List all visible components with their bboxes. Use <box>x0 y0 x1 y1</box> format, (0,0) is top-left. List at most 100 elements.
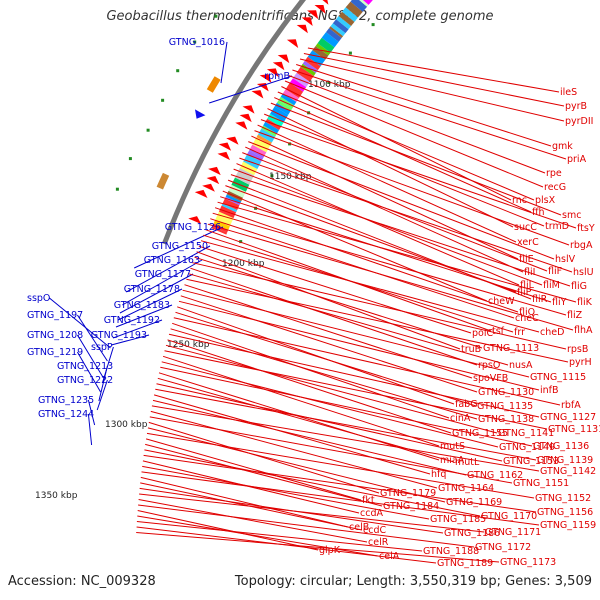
forward-gene-arrow <box>226 136 239 145</box>
reverse-gene-label: GTNG_1192 <box>104 315 160 326</box>
forward-gene-label: fliM <box>543 280 560 291</box>
forward-leader-line <box>167 339 452 434</box>
forward-gene-label: trmD <box>545 221 569 232</box>
forward-leader-line <box>225 185 517 293</box>
forward-gene-arrow <box>206 176 220 185</box>
forward-leader-line <box>145 438 362 501</box>
cog-category-band <box>359 0 369 7</box>
forward-gene-label: fliK <box>577 297 593 308</box>
reverse-leader-line <box>133 226 224 269</box>
forward-gene-label: GTNG_1185 <box>430 514 486 525</box>
forward-gene-arrow <box>277 54 290 64</box>
forward-leader-line <box>146 432 535 499</box>
forward-leader-line <box>164 350 548 430</box>
cog-category-band <box>256 134 272 145</box>
reverse-leader-line <box>119 273 194 314</box>
forward-leader-line <box>257 124 517 243</box>
forward-gene-arrow <box>286 39 299 48</box>
reverse-leader-line <box>49 297 111 349</box>
forward-leader-line <box>260 119 577 229</box>
forward-leader-line <box>138 499 368 543</box>
reverse-gene-label: GTNG_1222 <box>57 375 113 386</box>
forward-leader-line <box>136 521 423 552</box>
forward-leader-line <box>161 361 499 448</box>
reverse-gene-label: GTNG_1126 <box>165 222 221 233</box>
gc-dot <box>270 174 274 178</box>
gc-dot <box>161 98 165 102</box>
forward-gene-label: rpsO <box>478 360 500 371</box>
forward-gene-label: GTNG_1135 <box>477 401 533 412</box>
forward-leader-line <box>264 113 545 227</box>
scale-tick-label: 1150 kbp <box>269 172 312 182</box>
forward-gene-label: fliQ <box>519 307 535 318</box>
forward-gene-label: ftsY <box>577 223 595 234</box>
cog-category-band <box>336 16 352 30</box>
forward-gene-label: fkt <box>362 495 375 506</box>
reverse-gene-label: GTNG_1219 <box>27 347 83 358</box>
scale-tick-label: 1200 kbp <box>222 259 265 269</box>
forward-gene-label: xerC <box>517 237 539 248</box>
forward-leader-line <box>153 394 431 475</box>
scale-tick-layer: 1100 kbp 1150 kbp 1200 kbp 1250 kbp 1300 kbp… <box>35 80 351 501</box>
reverse-gene-label: GTNG_1235 <box>38 395 94 406</box>
forward-gene-label: frr <box>514 327 525 338</box>
forward-gene-label: tsf <box>492 326 505 337</box>
forward-leader-line <box>288 75 546 174</box>
forward-leader-line <box>217 201 577 303</box>
cog-category-band <box>265 118 281 130</box>
ring-layer <box>115 0 375 245</box>
forward-leader-line <box>299 58 565 122</box>
forward-gene-label: cinA <box>450 413 471 424</box>
forward-gene-label: GTNG_1162 <box>467 470 523 481</box>
forward-gene-label: fliY <box>552 297 567 308</box>
cog-category-band <box>332 19 349 34</box>
forward-leader-line <box>184 284 473 379</box>
forward-leader-line <box>186 278 569 363</box>
forward-leader-line <box>162 355 440 447</box>
gc-dot <box>371 23 375 27</box>
forward-leader-line <box>156 383 503 462</box>
forward-gene-label: GTNG_1127 <box>540 412 596 423</box>
reverse-leader-line <box>111 334 150 346</box>
forward-leader-line <box>307 47 560 93</box>
forward-gene-arrow <box>314 5 326 14</box>
forward-gene-arrow <box>259 74 272 83</box>
forward-gene-arrow <box>239 113 252 123</box>
forward-leader-line <box>138 504 475 548</box>
forward-leader-line <box>214 207 519 313</box>
cog-category-band <box>304 56 321 71</box>
cog-category-band <box>350 0 368 12</box>
forward-gene-label: fliE <box>519 254 534 265</box>
forward-leader-line <box>142 465 430 520</box>
reverse-leader-line <box>87 413 93 446</box>
forward-leader-line <box>239 157 573 273</box>
scale-tick-label: 1300 kbp <box>105 420 148 430</box>
cog-category-band <box>225 194 242 204</box>
forward-gene-label: pyrB <box>565 101 587 112</box>
forward-gene-arrow <box>322 0 329 5</box>
forward-leader-line <box>177 306 455 405</box>
forward-gene-label: sucC <box>514 222 537 233</box>
forward-gene-arrow <box>266 68 279 77</box>
forward-gene-label: cheD <box>540 327 564 338</box>
forward-leader-line <box>233 168 543 286</box>
forward-gene-label: ccdC <box>363 525 386 536</box>
gc-dot <box>128 157 132 161</box>
cog-category-band <box>326 28 342 42</box>
accession-text: Accession: NC_009328 <box>8 574 156 589</box>
reverse-gene-label: rpmB <box>264 71 290 82</box>
forward-gene-label: flhA <box>574 325 593 336</box>
forward-leader-line <box>212 212 567 316</box>
cog-category-band <box>321 32 339 48</box>
forward-gene-label: GTNG_1142 <box>540 466 596 477</box>
forward-gene-label: plsX <box>535 195 556 206</box>
forward-leader-line <box>143 454 537 513</box>
reverse-gene-label: sspP <box>91 342 113 353</box>
reverse-leader-line <box>96 379 108 411</box>
reverse-gene-label: GTNG_1183 <box>114 300 170 311</box>
forward-gene-label: GTNG_1130 <box>478 387 534 398</box>
reverse-leader-line <box>115 304 173 328</box>
forward-leader-line <box>274 97 532 213</box>
forward-leader-line <box>160 366 533 447</box>
forward-gene-label: GTNG_1184 <box>383 501 439 512</box>
